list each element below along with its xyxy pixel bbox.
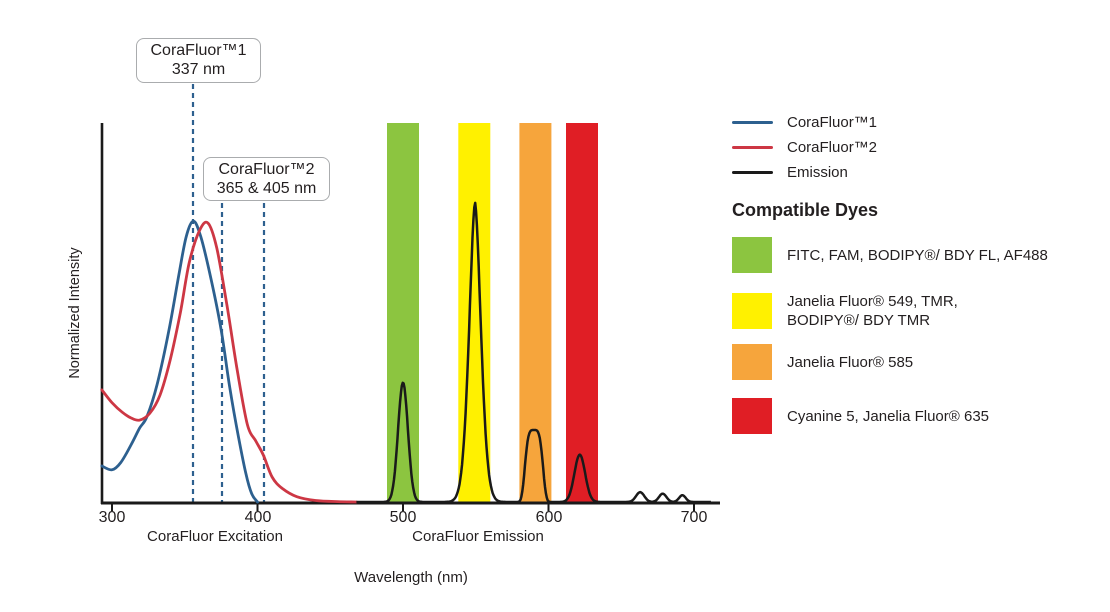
excitation-curve-2 [100,220,358,504]
dye-label-orange: Janelia Fluor® 585 [787,353,914,371]
x-axis-label: Wavelength (nm) [354,569,468,586]
dye-swatch-green [732,237,772,273]
callout-corafluor1-title: CoraFluor™1 [150,42,247,59]
callout-corafluor2-value: 365 & 405 nm [216,180,317,197]
legend-label-corafluor1: CoraFluor™1 [787,113,878,131]
callout-corafluor1: CoraFluor™1 337 nm [136,38,261,83]
dye-label-yellow: Janelia Fluor® 549, TMR, BODIPY®/ BDY TM… [787,293,958,329]
band-green [387,123,419,502]
legend-label-emission: Emission [787,163,848,181]
dye-swatch-red [732,398,772,434]
x-tick-label-400: 400 [244,509,272,526]
dye-item-yellow: Janelia Fluor® 549, TMR, BODIPY®/ BDY TM… [732,292,958,330]
band-orange [519,123,552,502]
callout-corafluor2-title: CoraFluor™2 [218,161,315,178]
legend-label-corafluor2: CoraFluor™2 [787,138,878,156]
legend-line-corafluor2 [732,145,773,149]
dye-swatch-yellow [732,293,772,329]
callout-corafluor1-value: 337 nm [171,61,226,78]
dye-item-orange: Janelia Fluor® 585 [732,344,913,380]
dye-item-green: FITC, FAM, BODIPY®/ BDY FL, AF488 [732,237,1048,273]
callout-corafluor2: CoraFluor™2 365 & 405 nm [203,157,330,201]
y-axis-label: Normalized Intensity [67,247,83,379]
compatible-dyes-heading: Compatible Dyes [732,200,879,220]
section-label-emission: CoraFluor Emission [412,528,544,545]
legend-item-corafluor2: CoraFluor™2 [732,138,878,156]
dye-label-red: Cyanine 5, Janelia Fluor® 635 [787,407,990,425]
dye-label-green: FITC, FAM, BODIPY®/ BDY FL, AF488 [787,246,1048,264]
band-red [566,123,598,502]
x-tick-label-300: 300 [98,509,126,526]
dye-item-red: Cyanine 5, Janelia Fluor® 635 [732,398,989,434]
x-tick-label-700: 700 [680,509,708,526]
legend-item-emission: Emission [732,163,848,181]
dye-swatch-orange [732,344,772,380]
legend-line-emission [732,170,773,174]
legend-item-corafluor1: CoraFluor™1 [732,113,878,131]
excitation-curve-1 [100,219,259,504]
x-tick-label-600: 600 [535,509,563,526]
section-label-excitation: CoraFluor Excitation [147,528,283,545]
emission-curve [356,201,712,504]
x-tick-label-500: 500 [389,509,417,526]
legend-line-corafluor1 [732,120,773,124]
